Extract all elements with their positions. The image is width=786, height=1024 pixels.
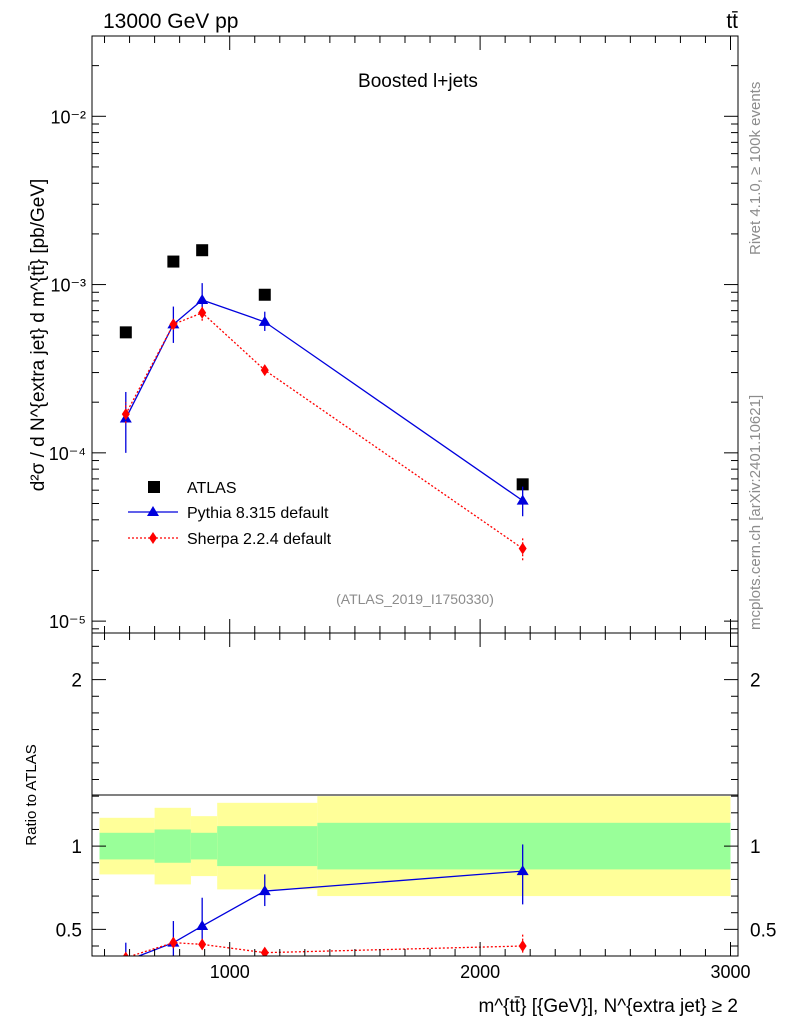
ratio-y-tick-labels: 0.5 0.5 1 1 2 2 (56, 671, 777, 942)
ratio-point (198, 938, 207, 951)
legend-pythia-marker (147, 506, 159, 516)
stat-uncertainty-band (99, 832, 155, 860)
ratio-panel: 0.5 0.5 1 1 2 2 1000 2000 3000 Ratio to ATLAS m… (23, 632, 777, 1017)
main-y-axis-label: d²σ / d N^{extra jet} d m^{tt̄} [pb/GeV] (28, 179, 49, 492)
main-y-tick-labels: 10⁻⁵ 10⁻⁴ 10⁻³ 10⁻² (49, 107, 86, 632)
ratio-y-axis-label: Ratio to ATLAS (23, 744, 40, 845)
stat-uncertainty-band (190, 832, 218, 860)
x-axis-label: m^{tt̄} [{GeV}], N^{extra jet} ≥ 2 (478, 996, 738, 1017)
data-point (196, 244, 209, 257)
source-label: mcplots.cern.ch [arXiv:2401.10621] (747, 395, 764, 630)
x-tick-label: 3000 (710, 962, 750, 982)
data-point (198, 306, 207, 319)
chart-title: Boosted l+jets (358, 71, 478, 92)
data-point (516, 478, 529, 491)
data-point (258, 288, 271, 301)
ratio-plot-frame (91, 632, 739, 957)
ratio-point (258, 885, 271, 896)
stat-uncertainty-band (217, 826, 318, 867)
legend-pythia-label: Pythia 8.315 default (187, 505, 329, 522)
series-atlas (119, 244, 529, 491)
main-y-tick-label: 10⁻⁵ (49, 612, 86, 632)
main-y-tick-label: 10⁻³ (50, 276, 86, 296)
ratio-point (518, 940, 527, 953)
ratio-series-line (128, 942, 523, 956)
ratio-y-tick-label-right: 2 (750, 671, 761, 692)
ratio-point (169, 936, 178, 949)
analysis-id: (ATLAS_2019_I1750330) (336, 591, 494, 607)
legend-sherpa-marker (149, 532, 157, 544)
x-tick-label: 2000 (460, 962, 500, 982)
main-axis-ticks (92, 35, 738, 633)
process-label: tt̄ (726, 10, 738, 33)
energy-label: 13000 GeV pp (103, 10, 238, 33)
legend-sherpa-label: Sherpa 2.2.4 default (187, 531, 332, 548)
main-series-layer (119, 244, 529, 561)
ratio-series-layer (122, 844, 529, 956)
data-point (260, 364, 269, 377)
main-y-tick-label: 10⁻⁴ (49, 444, 86, 464)
ratio-y-tick-label: 1 (71, 837, 82, 858)
rivet-label: Rivet 4.1.0, ≥ 100k events (747, 82, 764, 255)
x-tick-label: 1000 (210, 962, 250, 982)
ratio-y-tick-label: 2 (71, 671, 82, 692)
legend-atlas-marker (148, 481, 160, 493)
ratio-y-tick-label-right: 0.5 (750, 920, 776, 941)
ratio-series-pythia (125, 844, 529, 956)
stat-uncertainty-band (317, 822, 731, 870)
ratio-uncertainty-bands (99, 796, 731, 897)
data-point (258, 315, 271, 326)
data-point (121, 408, 130, 421)
ratio-series-sherpa (122, 932, 527, 956)
legend-atlas-label: ATLAS (187, 480, 237, 497)
ratio-y-tick-label-right: 1 (750, 837, 761, 858)
data-point (516, 494, 529, 505)
data-point (119, 326, 132, 339)
series-pythia (119, 283, 529, 517)
ratio-point (260, 946, 269, 956)
ratio-point (122, 951, 129, 956)
stat-uncertainty-band (154, 829, 191, 863)
ratio-point (516, 865, 529, 876)
ratio-point (196, 920, 209, 931)
main-y-tick-label: 10⁻² (50, 107, 86, 127)
ratio-axis-ticks (92, 633, 738, 956)
data-point (518, 542, 527, 555)
x-tick-labels: 1000 2000 3000 (210, 962, 751, 982)
data-point (169, 318, 178, 331)
series-line (125, 299, 524, 502)
legend: ATLAS Pythia 8.315 default Sherpa 2.2.4 … (128, 480, 332, 548)
ratio-y-tick-label: 0.5 (56, 920, 82, 941)
series-sherpa (121, 305, 527, 561)
data-point (196, 293, 209, 304)
main-panel: 10⁻⁵ 10⁻⁴ 10⁻³ 10⁻² Boosted l+jets (ATLAS_2… (28, 35, 739, 634)
data-point (167, 255, 180, 268)
